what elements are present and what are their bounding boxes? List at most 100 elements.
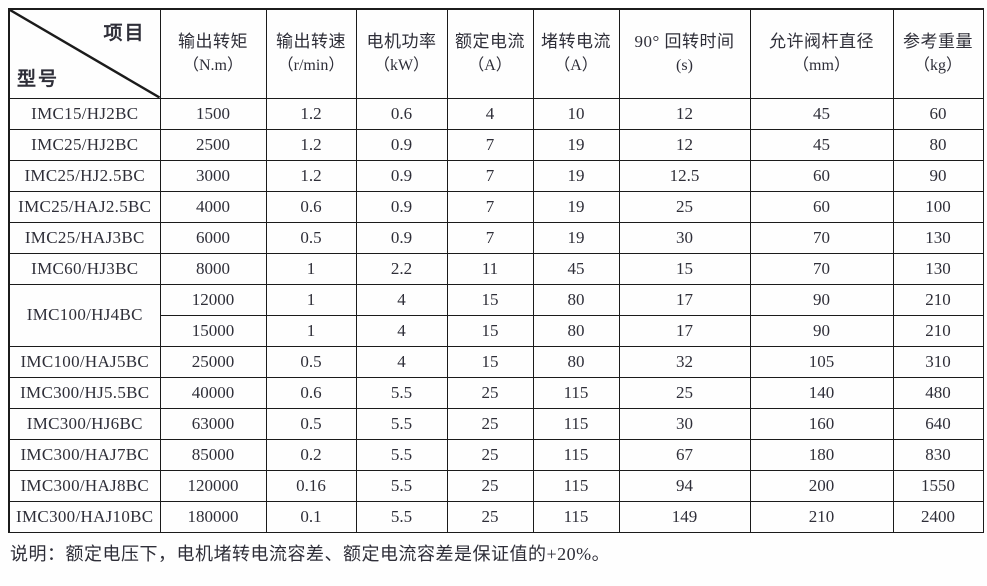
value-cell: 0.5 — [265, 407, 357, 440]
value-cell: 15000 — [159, 314, 267, 347]
value-cell: 32 — [618, 345, 751, 378]
value-cell: 115 — [532, 469, 620, 502]
value-cell: 60 — [892, 97, 984, 130]
value-cell: 60 — [749, 190, 894, 223]
column-header-stem-diameter: 允许阀杆直径 （mm） — [749, 8, 894, 99]
column-header-rated-current: 额定电流 （A） — [446, 8, 534, 99]
value-cell: 7 — [446, 190, 534, 223]
value-cell: 19 — [532, 128, 620, 161]
value-cell: 1 — [265, 314, 357, 347]
value-cell: 5.5 — [355, 500, 448, 533]
table-row: IMC60/HJ3BC 8000 1 2.2 11 45 15 70 130 — [8, 252, 984, 285]
value-cell: 17 — [618, 314, 751, 347]
value-cell: 1.2 — [265, 128, 357, 161]
table-row: IMC300/HAJ8BC 120000 0.16 5.5 25 115 94 200 1550 — [8, 469, 984, 502]
column-header-turn-time: 90° 回转时间 (s) — [618, 8, 751, 99]
value-cell: 640 — [892, 407, 984, 440]
value-cell: 130 — [892, 221, 984, 254]
model-cell: IMC25/HJ2BC — [8, 128, 161, 161]
value-cell: 4 — [446, 97, 534, 130]
value-cell: 30 — [618, 407, 751, 440]
corner-header-cell: 项目 型号 — [8, 8, 161, 99]
table-row: IMC300/HJ5.5BC 40000 0.6 5.5 25 115 25 140 480 — [8, 376, 984, 409]
corner-label-item: 项目 — [103, 23, 146, 44]
footnote: 说明：额定电压下，电机堵转电流容差、额定电流容差是保证值的+20%。 — [10, 543, 611, 564]
value-cell: 45 — [749, 97, 894, 130]
value-cell: 80 — [532, 345, 620, 378]
value-cell: 25 — [446, 407, 534, 440]
table-header: 项目 型号 输出转矩 （N.m） 输出转速 （r/min） 电机功率 （kW） … — [8, 8, 984, 99]
value-cell: 12.5 — [618, 159, 751, 192]
value-cell: 105 — [749, 345, 894, 378]
table-row: IMC25/HJ2.5BC 3000 1.2 0.9 7 19 12.5 60 90 — [8, 159, 984, 192]
value-cell: 0.2 — [265, 438, 357, 471]
value-cell: 830 — [892, 438, 984, 471]
value-cell: 90 — [749, 314, 894, 347]
value-cell: 115 — [532, 407, 620, 440]
model-cell: IMC300/HAJ8BC — [8, 469, 161, 502]
value-cell: 90 — [749, 283, 894, 316]
value-cell: 19 — [532, 221, 620, 254]
value-cell: 11 — [446, 252, 534, 285]
value-cell: 67 — [618, 438, 751, 471]
value-cell: 100 — [892, 190, 984, 223]
value-cell: 25 — [446, 469, 534, 502]
value-cell: 15 — [446, 345, 534, 378]
model-cell: IMC300/HJ6BC — [8, 407, 161, 440]
value-cell: 5.5 — [355, 438, 448, 471]
value-cell: 0.1 — [265, 500, 357, 533]
value-cell: 0.9 — [355, 190, 448, 223]
model-cell: IMC100/HJ4BC — [8, 283, 161, 347]
value-cell: 0.9 — [355, 159, 448, 192]
value-cell: 40000 — [159, 376, 267, 409]
value-cell: 6000 — [159, 221, 267, 254]
value-cell: 25 — [618, 376, 751, 409]
value-cell: 160 — [749, 407, 894, 440]
value-cell: 1 — [265, 283, 357, 316]
model-cell: IMC300/HAJ7BC — [8, 438, 161, 471]
model-cell: IMC25/HAJ3BC — [8, 221, 161, 254]
value-cell: 30 — [618, 221, 751, 254]
value-cell: 25 — [618, 190, 751, 223]
value-cell: 2500 — [159, 128, 267, 161]
value-cell: 5.5 — [355, 469, 448, 502]
value-cell: 115 — [532, 438, 620, 471]
model-cell: IMC25/HJ2.5BC — [8, 159, 161, 192]
value-cell: 310 — [892, 345, 984, 378]
value-cell: 70 — [749, 252, 894, 285]
value-cell: 15 — [618, 252, 751, 285]
model-cell: IMC300/HAJ10BC — [8, 500, 161, 533]
value-cell: 115 — [532, 500, 620, 533]
corner-label-model: 型号 — [17, 68, 60, 90]
model-cell: IMC300/HJ5.5BC — [8, 376, 161, 409]
value-cell: 210 — [892, 314, 984, 347]
value-cell: 130 — [892, 252, 984, 285]
value-cell: 12000 — [159, 283, 267, 316]
value-cell: 12 — [618, 128, 751, 161]
table-row: IMC300/HAJ10BC 180000 0.1 5.5 25 115 149 210 240… — [8, 500, 984, 533]
spec-table: 项目 型号 输出转矩 （N.m） 输出转速 （r/min） 电机功率 （kW） … — [8, 8, 984, 533]
value-cell: 80 — [892, 128, 984, 161]
diagonal-line — [10, 10, 160, 98]
value-cell: 19 — [532, 159, 620, 192]
value-cell: 7 — [446, 159, 534, 192]
value-cell: 0.16 — [265, 469, 357, 502]
value-cell: 1.2 — [265, 159, 357, 192]
value-cell: 0.5 — [265, 221, 357, 254]
value-cell: 15 — [446, 314, 534, 347]
value-cell: 2.2 — [355, 252, 448, 285]
model-cell: IMC25/HAJ2.5BC — [8, 190, 161, 223]
model-cell: IMC60/HJ3BC — [8, 252, 161, 285]
column-header-motor-power: 电机功率 （kW） — [355, 8, 448, 99]
value-cell: 1550 — [892, 469, 984, 502]
value-cell: 210 — [892, 283, 984, 316]
value-cell: 63000 — [159, 407, 267, 440]
column-header-stall-current: 堵转电流 （A） — [532, 8, 620, 99]
value-cell: 19 — [532, 190, 620, 223]
value-cell: 4 — [355, 314, 448, 347]
value-cell: 85000 — [159, 438, 267, 471]
column-header-ref-weight: 参考重量 （kg） — [892, 8, 984, 99]
value-cell: 149 — [618, 500, 751, 533]
table-row: IMC25/HAJ3BC 6000 0.5 0.9 7 19 30 70 130 — [8, 221, 984, 254]
